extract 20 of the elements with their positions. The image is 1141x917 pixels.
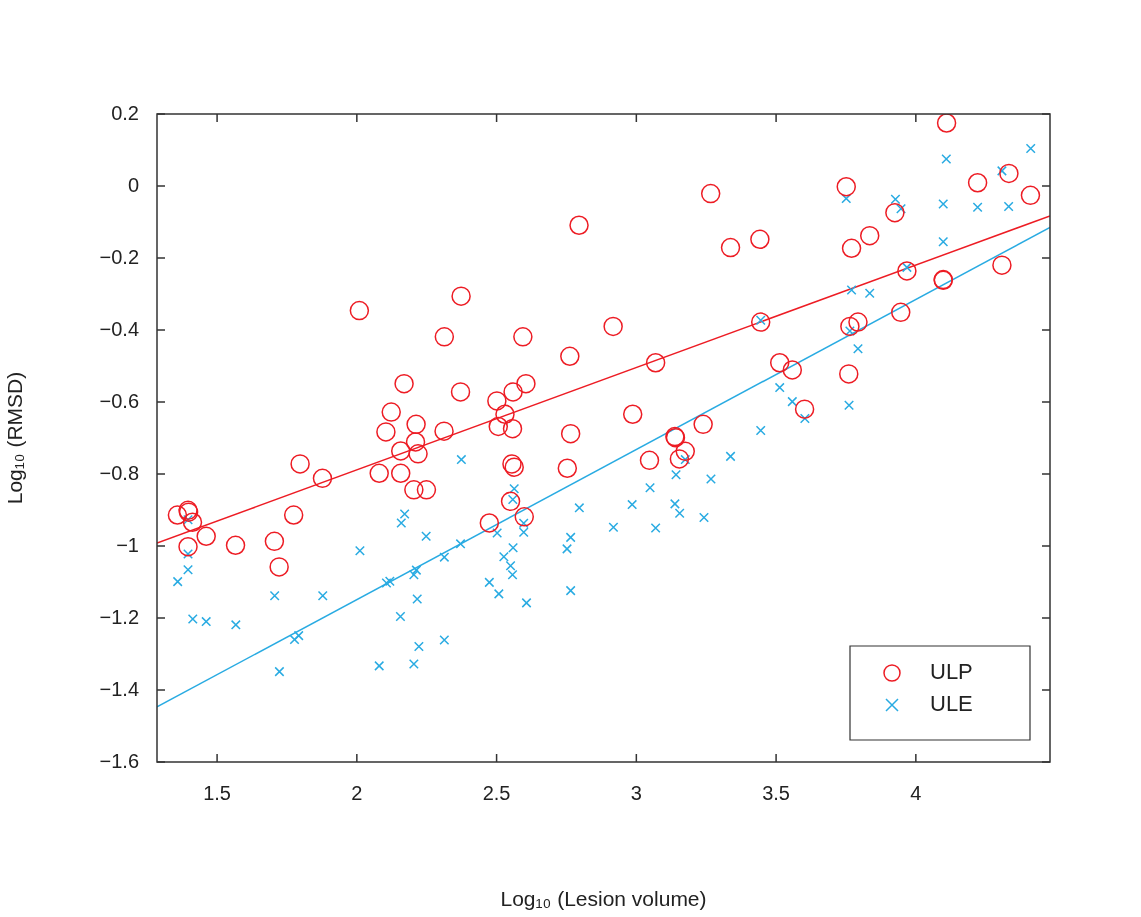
y-tick-label: −0.2 (99, 245, 139, 268)
y-tick-label: −1.6 (99, 749, 139, 772)
y-tick-label: −1 (116, 533, 139, 556)
x-tick-label: 3 (630, 781, 642, 804)
y-tick-label: −1.2 (99, 605, 139, 628)
x-axis-title: Log₁₀ (Lesion volume) (500, 887, 707, 911)
y-tick-label: 0.2 (111, 101, 139, 124)
x-tick-label: 4 (910, 781, 922, 804)
y-tick-label: −0.4 (99, 317, 139, 340)
legend-label: ULP (930, 659, 973, 685)
x-tick-label: 3.5 (762, 781, 790, 804)
x-tick-label: 1.5 (203, 781, 231, 804)
y-tick-label: −0.6 (99, 389, 139, 412)
y-tick-label: −0.8 (99, 461, 139, 484)
y-axis-title: Log₁₀ (RMSD) (3, 371, 27, 505)
legend-label: ULE (930, 691, 973, 717)
x-tick-label: 2 (351, 781, 363, 804)
x-tick-label: 2.5 (482, 781, 511, 804)
y-tick-label: 0 (127, 173, 139, 196)
y-tick-label: −1.4 (99, 677, 139, 700)
